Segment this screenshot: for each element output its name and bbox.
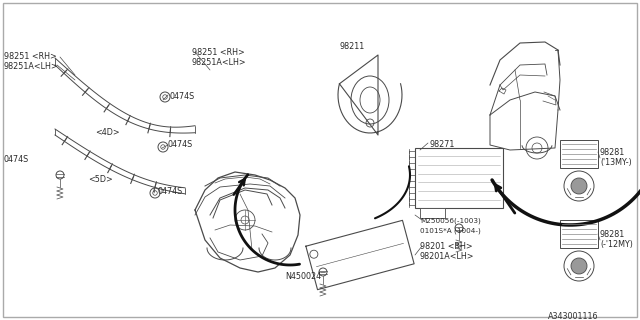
Bar bbox=[560, 220, 598, 248]
Text: 98201A<LH>: 98201A<LH> bbox=[420, 252, 474, 261]
Text: 0474S: 0474S bbox=[170, 92, 195, 101]
Bar bbox=[415, 148, 503, 208]
Text: N450024: N450024 bbox=[285, 272, 321, 281]
Text: <5D>: <5D> bbox=[88, 175, 113, 184]
Text: 0474S: 0474S bbox=[4, 155, 29, 164]
Text: 98251A<LH>: 98251A<LH> bbox=[4, 62, 59, 71]
Text: 0101S*A (1004-): 0101S*A (1004-) bbox=[420, 228, 481, 235]
Text: 98211: 98211 bbox=[340, 42, 365, 51]
Text: ('13MY-): ('13MY-) bbox=[600, 158, 632, 167]
Text: 98251A<LH>: 98251A<LH> bbox=[192, 58, 246, 67]
Text: 98251 <RH>: 98251 <RH> bbox=[192, 48, 244, 57]
Circle shape bbox=[571, 178, 587, 194]
Text: <4D>: <4D> bbox=[95, 128, 120, 137]
Bar bbox=[420, 208, 445, 218]
Text: (-'12MY): (-'12MY) bbox=[600, 240, 633, 249]
Text: M250056(-1003): M250056(-1003) bbox=[420, 218, 481, 225]
Text: 98201 <RH>: 98201 <RH> bbox=[420, 242, 472, 251]
Text: A343001116: A343001116 bbox=[548, 312, 598, 320]
Text: 98251 <RH>: 98251 <RH> bbox=[4, 52, 57, 61]
Text: 98281: 98281 bbox=[600, 148, 625, 157]
Circle shape bbox=[571, 258, 587, 274]
Text: 98281: 98281 bbox=[600, 230, 625, 239]
Text: 98271: 98271 bbox=[430, 140, 456, 149]
Bar bbox=[560, 140, 598, 168]
Text: 0474S: 0474S bbox=[168, 140, 193, 149]
Text: 0474S: 0474S bbox=[158, 187, 183, 196]
